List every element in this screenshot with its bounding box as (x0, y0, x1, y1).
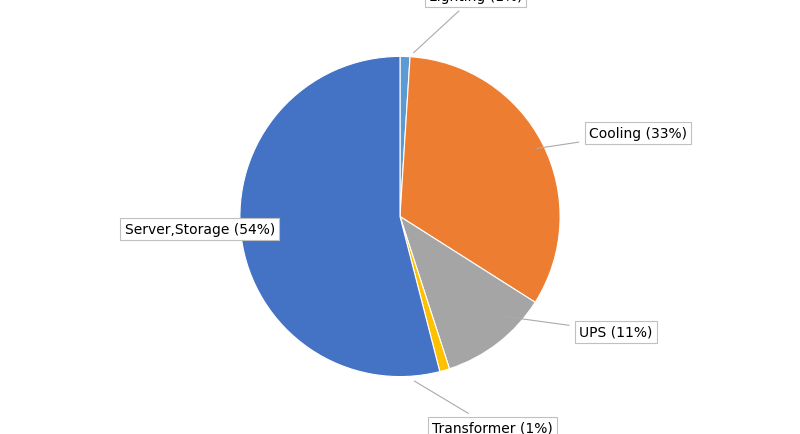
Wedge shape (400, 57, 410, 217)
Text: Transformer (1%): Transformer (1%) (414, 381, 553, 434)
Wedge shape (400, 217, 535, 369)
Text: Server,Storage (54%): Server,Storage (54%) (125, 223, 275, 237)
Wedge shape (400, 217, 450, 372)
Text: Lighting (1%): Lighting (1%) (414, 0, 522, 53)
Text: Cooling (33%): Cooling (33%) (537, 127, 687, 149)
Wedge shape (240, 57, 440, 377)
Text: UPS (11%): UPS (11%) (505, 317, 653, 339)
Wedge shape (400, 58, 560, 302)
